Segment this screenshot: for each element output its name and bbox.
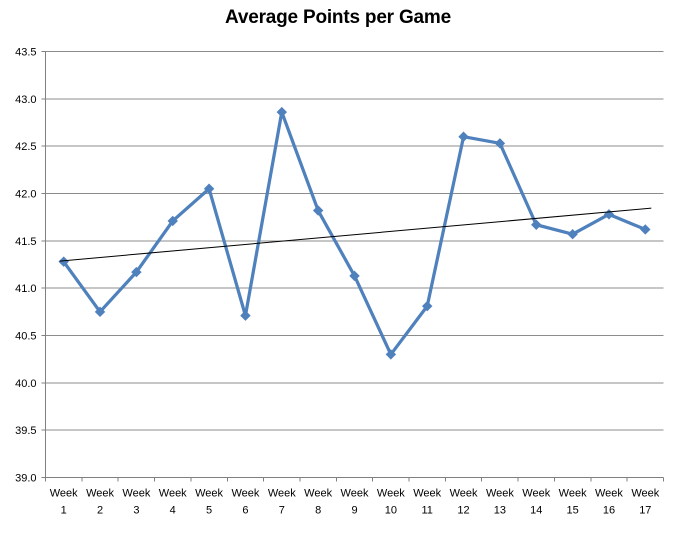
y-tick-label: 40.0 — [15, 378, 36, 390]
data-point-marker — [421, 300, 433, 312]
data-point-marker — [276, 106, 288, 118]
x-axis-label: Week 3 — [122, 488, 150, 517]
x-axis-label: Week 6 — [231, 488, 259, 517]
data-point-marker — [240, 310, 251, 321]
x-axis-label: Week 2 — [86, 488, 114, 517]
y-tick-label: 41.0 — [15, 283, 36, 295]
data-point-marker — [131, 266, 142, 278]
data-point-marker — [94, 306, 106, 318]
y-tick-label: 42.5 — [15, 141, 36, 153]
x-axis-label: Week 12 — [450, 488, 478, 517]
data-point-marker — [167, 215, 178, 227]
data-point-marker — [385, 349, 397, 360]
trendline — [59, 207, 652, 262]
y-tick-label: 42.0 — [15, 189, 36, 201]
y-tick-label: 40.5 — [15, 331, 36, 343]
x-axis-label: Week 1 — [50, 488, 78, 517]
x-axis-label: Week 16 — [595, 488, 623, 517]
data-point-marker — [531, 219, 542, 230]
data-point-marker — [640, 224, 651, 235]
data-point-marker — [349, 270, 360, 282]
x-axis-label: Week 4 — [159, 488, 187, 517]
data-point-marker — [312, 205, 324, 216]
x-axis-label: Week 11 — [413, 488, 441, 517]
x-axis-label: Week 9 — [341, 488, 369, 517]
data-point-marker — [203, 183, 215, 194]
x-axis-label: Week 7 — [268, 488, 296, 517]
y-tick-label: 43.0 — [15, 94, 36, 106]
y-tick-label: 41.5 — [15, 236, 36, 248]
series-line — [62, 110, 647, 357]
data-point-marker — [567, 228, 578, 240]
y-tick-label: 39.5 — [15, 425, 36, 437]
y-tick-label: 43.5 — [15, 47, 36, 59]
chart-title: Average Points per Game — [225, 7, 451, 28]
x-axis-label: Week 15 — [559, 488, 587, 517]
data-point-marker — [494, 138, 506, 149]
data-point-marker — [458, 131, 469, 142]
x-axis-label: Week 10 — [377, 488, 405, 517]
x-axis-label: Week 8 — [304, 488, 332, 517]
x-axis-label: Week 14 — [522, 488, 550, 517]
x-axis-label: Week 17 — [631, 488, 659, 517]
x-axis-label: Week 5 — [195, 488, 223, 517]
x-axis-label: Week 13 — [486, 488, 514, 517]
y-tick-label: 39.0 — [15, 473, 36, 485]
